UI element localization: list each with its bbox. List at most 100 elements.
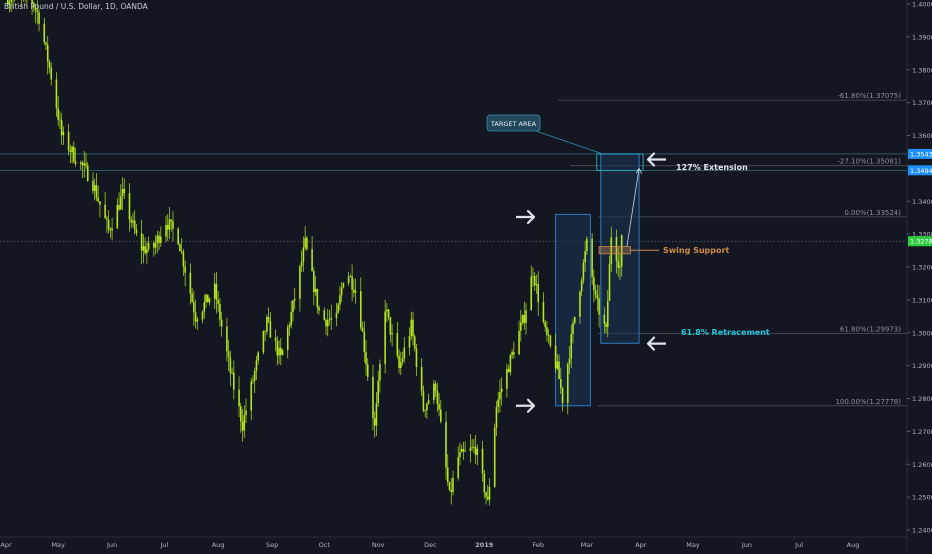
date-tick-label: 2019 (475, 541, 494, 549)
candle (339, 286, 341, 311)
candle (267, 307, 270, 324)
candle (495, 401, 498, 437)
candle-body (554, 345, 557, 369)
candle (573, 316, 576, 325)
candle-body (220, 319, 223, 327)
candle-body (532, 275, 534, 277)
candle-body (299, 266, 301, 299)
candle (166, 214, 169, 241)
candle (427, 393, 430, 405)
candle (302, 236, 305, 272)
candle (511, 349, 513, 359)
candle (351, 264, 353, 302)
candle (123, 178, 126, 200)
candle (556, 354, 559, 371)
candle (130, 216, 133, 229)
price-tick-label: 1.39000 (912, 33, 932, 41)
candle (499, 379, 501, 413)
candle (213, 273, 216, 310)
candle-body (363, 331, 366, 353)
date-tick-label: Sep (266, 541, 278, 549)
candle-body (104, 204, 106, 219)
candle-body (106, 218, 108, 220)
time-axis: Apr May Jun Jul Aug Sep Oct Nov Dec 2019 Feb Mar Apr… (0, 536, 907, 549)
projection-line (626, 168, 640, 247)
date-tick-label: Aug (212, 541, 225, 549)
candle (542, 292, 545, 325)
candle (269, 312, 272, 338)
candle-body (379, 364, 381, 381)
candle-body (580, 280, 583, 292)
candle-body (130, 219, 133, 223)
candle (250, 377, 253, 421)
candle (306, 235, 308, 251)
candle-body (8, 1, 11, 5)
fib-level-label: -61.80%(1.37075) (837, 92, 901, 100)
candle-body (401, 358, 404, 363)
candle-body (520, 322, 522, 331)
candle-body (365, 352, 367, 365)
candle-body (560, 379, 562, 389)
candle-body (462, 449, 465, 452)
candle (481, 440, 484, 482)
candle (365, 340, 367, 376)
candle (194, 299, 197, 329)
candle-body (111, 228, 113, 231)
candle-body (391, 333, 393, 335)
candle-body (415, 348, 418, 368)
target-area-callout[interactable] (486, 114, 541, 132)
candle-body (561, 388, 564, 403)
candle-body (610, 237, 613, 265)
candle-body (196, 319, 199, 322)
candle-body (194, 312, 197, 322)
candle (165, 215, 167, 243)
candle-body (408, 335, 411, 348)
candle-body (205, 294, 207, 303)
candle (448, 481, 451, 492)
candle (281, 348, 284, 356)
arrow-head (526, 398, 536, 413)
pullback-box[interactable] (555, 213, 591, 407)
target-zone[interactable] (596, 153, 644, 171)
candle (180, 238, 183, 255)
candle-body (469, 447, 472, 451)
candle (239, 402, 242, 433)
candle-body (420, 367, 423, 392)
candle (262, 330, 265, 355)
candle-body (558, 361, 560, 380)
candle-body (476, 448, 479, 455)
candle-body (83, 163, 86, 166)
candle (386, 303, 388, 323)
candle (12, 0, 14, 9)
candle-body (530, 276, 533, 311)
candle (377, 371, 379, 408)
candle-body (226, 326, 228, 352)
swing-support-zone[interactable] (598, 246, 631, 255)
horizontal-lines-layer: -61.80%(1.37075) -27.10%(1.35081) 0.00%(1.… (0, 92, 907, 407)
candle-body (389, 317, 392, 335)
last-price-badge-label: 1.32784 (910, 238, 932, 246)
candle (184, 260, 186, 287)
candle-body (360, 290, 362, 328)
candle (31, 0, 33, 15)
candle (446, 453, 449, 486)
candle (610, 226, 613, 272)
candle (60, 113, 63, 145)
candle-body (10, 0, 13, 2)
candle (412, 311, 414, 346)
candle (104, 191, 106, 219)
candle-body (377, 380, 379, 404)
candle-body (38, 12, 40, 24)
candle (384, 299, 386, 374)
candle (81, 160, 84, 179)
candle-body (33, 3, 35, 8)
candle-body (57, 108, 59, 120)
candle-body (269, 320, 272, 338)
fib-level-label: 61.80%(1.29973) (840, 326, 901, 334)
candle-body (593, 276, 595, 291)
candle-body (460, 449, 463, 453)
candle-body (45, 42, 47, 45)
price-axis: 1.40000 1.39000 1.38000 1.37000 1.36000 1.340… (906, 0, 932, 550)
